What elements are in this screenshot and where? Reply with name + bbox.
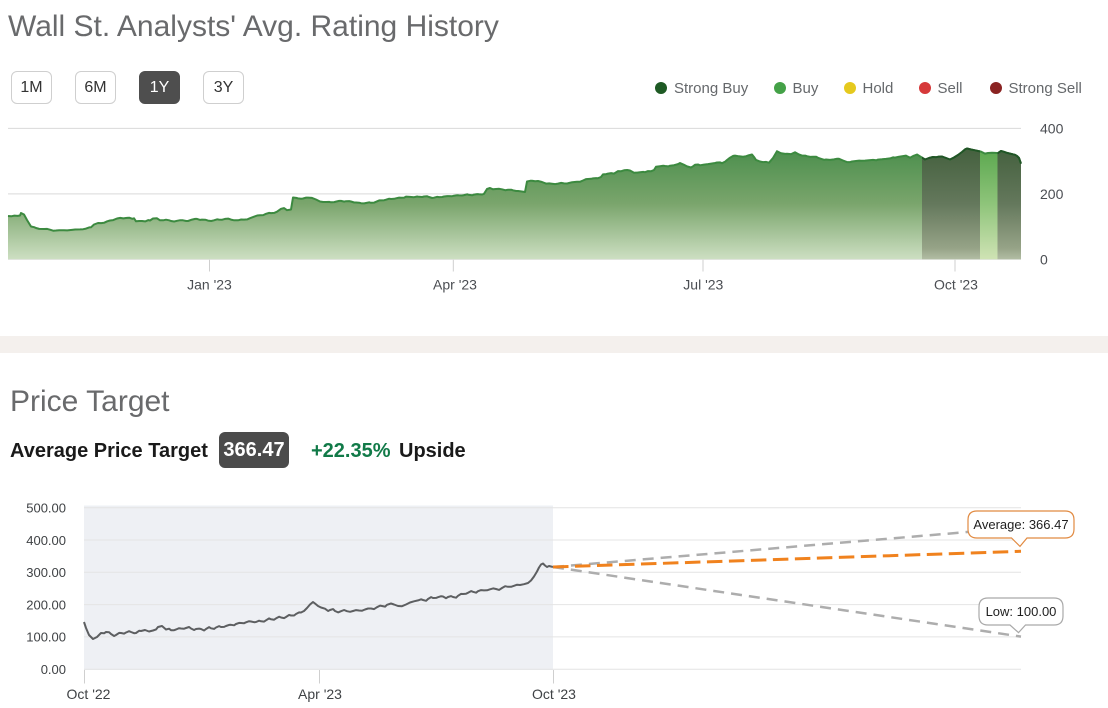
svg-text:Oct '22: Oct '22: [67, 686, 111, 702]
svg-text:300.00: 300.00: [26, 565, 66, 580]
svg-text:100.00: 100.00: [26, 630, 66, 645]
svg-text:Low: 100.00: Low: 100.00: [986, 604, 1057, 619]
svg-text:Apr '23: Apr '23: [298, 686, 342, 702]
svg-text:Oct '23: Oct '23: [532, 686, 576, 702]
svg-text:400: 400: [1040, 121, 1064, 137]
svg-text:Average: 366.47: Average: 366.47: [973, 517, 1068, 532]
svg-text:0: 0: [1040, 252, 1048, 268]
svg-text:200.00: 200.00: [26, 597, 66, 612]
svg-text:0.00: 0.00: [41, 662, 66, 677]
svg-text:Apr '23: Apr '23: [433, 277, 477, 293]
svg-text:200: 200: [1040, 186, 1064, 202]
svg-text:Jul '23: Jul '23: [683, 277, 723, 293]
svg-text:Oct '23: Oct '23: [934, 277, 978, 293]
svg-text:400.00: 400.00: [26, 533, 66, 548]
svg-text:500.00: 500.00: [26, 501, 66, 516]
svg-text:Jan '23: Jan '23: [187, 277, 232, 293]
